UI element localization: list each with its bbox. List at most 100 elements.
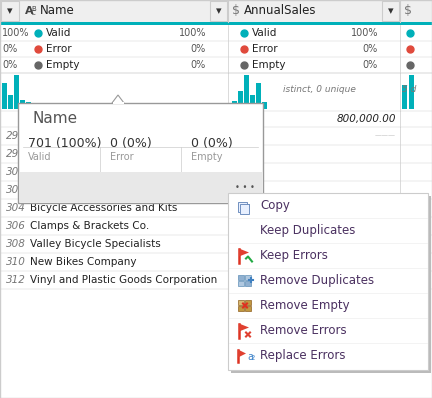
Text: ▾: ▾: [7, 6, 13, 16]
Text: Area Bike Accessories: Area Bike Accessories: [30, 185, 144, 195]
Text: Valid: Valid: [252, 28, 277, 38]
Bar: [0, 235, 432, 253]
Bar: [250, 95, 255, 109]
Text: istinct, 0 unique: istinct, 0 unique: [283, 86, 356, 94]
Bar: [0, 22, 432, 25]
Text: a: a: [247, 351, 253, 361]
Bar: [228, 193, 428, 370]
Bar: [238, 306, 244, 310]
Bar: [231, 196, 431, 373]
Text: 1,500,000.00: 1,500,000.00: [327, 275, 396, 285]
Text: 308: 308: [6, 239, 26, 249]
Text: 312: 312: [6, 275, 26, 285]
Text: Copy: Copy: [260, 199, 290, 212]
Bar: [0, 253, 432, 271]
Text: Vinyl and Plastic Goods Corporation: Vinyl and Plastic Goods Corporation: [30, 275, 217, 285]
Bar: [402, 85, 407, 109]
Bar: [0, 127, 432, 145]
Text: 0%: 0%: [2, 60, 17, 70]
Text: Valid: Valid: [28, 152, 51, 162]
Bar: [8, 95, 13, 109]
Text: Nationwide Supply: Nationwide Supply: [30, 167, 127, 177]
Text: Remove Empty: Remove Empty: [260, 299, 349, 312]
Bar: [232, 101, 237, 109]
Bar: [238, 275, 244, 279]
Text: 800,000.00: 800,000.00: [337, 114, 396, 124]
Text: Empty: Empty: [191, 152, 223, 162]
Bar: [409, 75, 414, 109]
Text: • • •: • • •: [235, 183, 255, 191]
Text: 0%: 0%: [191, 44, 206, 54]
Text: A: A: [25, 6, 34, 16]
Text: 0%: 0%: [191, 60, 206, 70]
Bar: [113, 102, 124, 104]
Text: Empty: Empty: [252, 60, 286, 70]
Text: Keep Duplicates: Keep Duplicates: [260, 224, 356, 237]
Text: $: $: [232, 4, 240, 18]
Text: Clamps & Brackets Co.: Clamps & Brackets Co.: [30, 221, 149, 231]
Bar: [0, 181, 432, 199]
Text: Bicycle Accessories and Kits: Bicycle Accessories and Kits: [30, 203, 178, 213]
Text: The Bike Mechanics: The Bike Mechanics: [30, 149, 133, 159]
Text: 0 (0%): 0 (0%): [110, 137, 152, 150]
Bar: [0, 217, 432, 235]
Text: 100%: 100%: [2, 28, 29, 38]
Text: Error: Error: [46, 44, 72, 54]
Text: Riders Company: Riders Company: [30, 131, 116, 141]
Text: Name: Name: [40, 4, 75, 18]
Bar: [0, 0, 432, 22]
Bar: [18, 103, 263, 203]
Text: Error: Error: [110, 152, 133, 162]
Text: 0 (0%): 0 (0%): [191, 137, 233, 150]
Text: Replace Errors: Replace Errors: [260, 349, 346, 362]
Text: ▾: ▾: [388, 6, 394, 16]
Bar: [0, 163, 432, 181]
Bar: [382, 1, 399, 21]
Bar: [256, 83, 261, 109]
Text: New Bikes Company: New Bikes Company: [30, 257, 137, 267]
Bar: [0, 73, 432, 111]
Text: 300: 300: [6, 167, 26, 177]
Bar: [26, 102, 31, 109]
Text: 296: 296: [6, 131, 26, 141]
Text: AnnualSales: AnnualSales: [244, 4, 317, 18]
Bar: [0, 145, 432, 163]
Text: 304: 304: [6, 203, 26, 213]
Polygon shape: [238, 349, 246, 357]
Text: $: $: [404, 4, 412, 18]
Polygon shape: [239, 324, 249, 332]
Bar: [245, 275, 251, 279]
Bar: [0, 199, 432, 217]
Text: 2: 2: [251, 355, 255, 361]
Bar: [238, 300, 244, 304]
Bar: [262, 102, 267, 109]
Text: Keep Errors: Keep Errors: [260, 249, 328, 262]
Text: 0%: 0%: [363, 44, 378, 54]
Bar: [0, 111, 432, 127]
Text: 0%: 0%: [363, 60, 378, 70]
Bar: [0, 25, 432, 41]
Text: 100%: 100%: [178, 28, 206, 38]
Text: 306: 306: [6, 221, 26, 231]
Text: Remove Errors: Remove Errors: [260, 324, 346, 337]
Text: 302: 302: [6, 185, 26, 195]
Bar: [14, 75, 19, 109]
Bar: [0, 57, 432, 73]
Bar: [0, 41, 432, 57]
Bar: [245, 306, 251, 310]
Text: 5 d: 5 d: [402, 86, 416, 94]
Bar: [238, 91, 243, 109]
Text: Name: Name: [33, 111, 78, 126]
Text: 701 (100%): 701 (100%): [28, 137, 102, 150]
Text: Empty: Empty: [46, 60, 79, 70]
Bar: [2, 83, 7, 109]
Bar: [245, 281, 251, 285]
Text: C: C: [31, 10, 36, 16]
Bar: [1, 1, 19, 21]
Polygon shape: [112, 95, 124, 103]
Bar: [238, 281, 244, 285]
Bar: [210, 1, 227, 21]
Text: Error: Error: [252, 44, 278, 54]
Bar: [240, 203, 249, 213]
Text: ▾: ▾: [216, 6, 222, 16]
